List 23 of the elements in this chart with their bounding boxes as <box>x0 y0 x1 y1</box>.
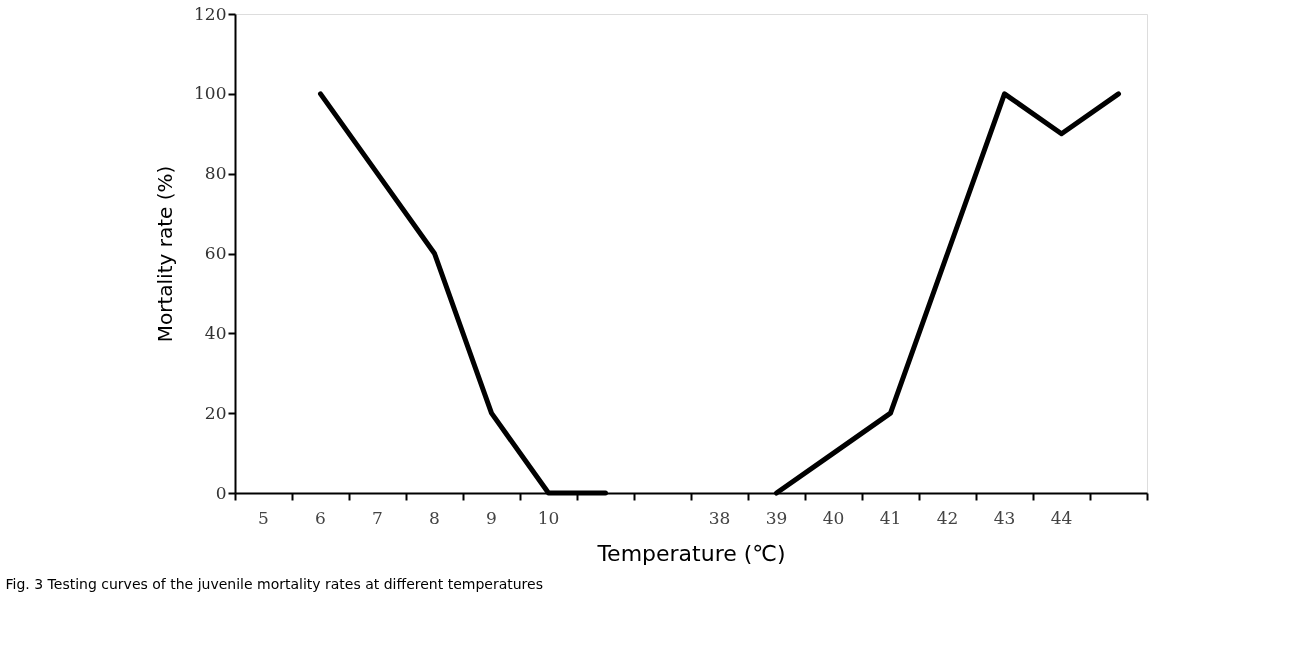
y-tick-label: 0 <box>215 482 227 503</box>
x-tick-label: 10 <box>537 508 560 528</box>
y-tick-label: 20 <box>204 402 227 423</box>
y-tick-label: 120 <box>194 3 227 24</box>
x-tick-label: 40 <box>822 508 845 528</box>
y-tick-label: 100 <box>194 83 227 104</box>
x-tick-label: 6 <box>315 508 326 528</box>
x-tick-label: 43 <box>993 508 1016 528</box>
y-tick-label: 60 <box>204 243 227 263</box>
x-axis-title: Temperature (℃) <box>596 540 786 566</box>
x-tick-label: 41 <box>879 508 902 528</box>
x-tick-label: 38 <box>708 508 731 528</box>
x-tick-label: 5 <box>258 508 269 528</box>
x-tick-label: 44 <box>1050 508 1073 528</box>
y-tick-label: 40 <box>204 322 227 343</box>
x-tick-label: 7 <box>372 508 383 528</box>
x-tick-label: 9 <box>486 508 497 528</box>
x-tick-label: 39 <box>765 508 788 528</box>
x-tick-label: 42 <box>936 508 959 528</box>
caption: Fig. 3 Testing curves of the juvenile mortality rates at different temperatures <box>5 576 543 592</box>
y-axis-title: Mortality rate (%) <box>153 165 178 343</box>
y-tick-label: 80 <box>204 163 227 184</box>
x-tick-label: 8 <box>429 508 440 528</box>
